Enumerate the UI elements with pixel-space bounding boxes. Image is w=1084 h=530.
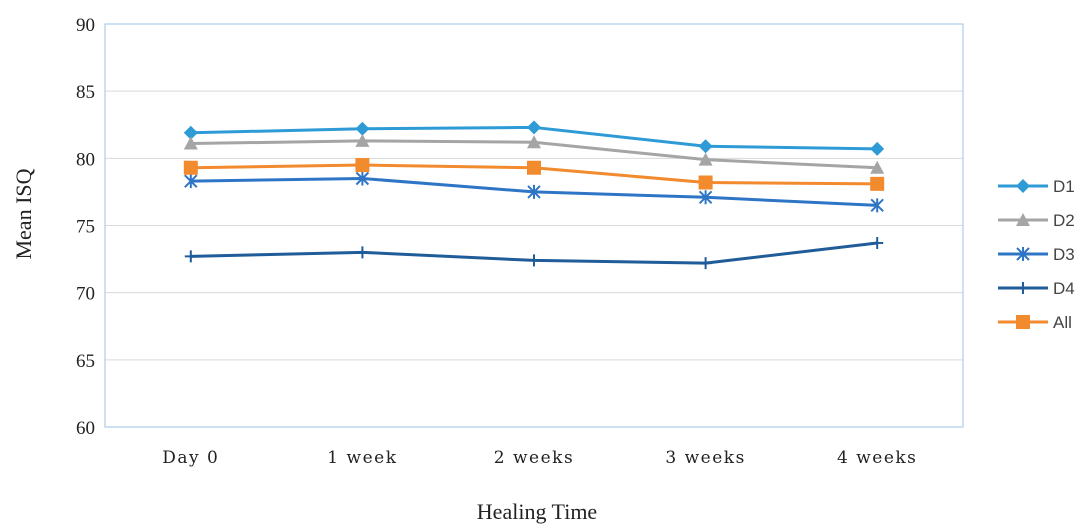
legend-label-d4: D4 bbox=[1053, 279, 1075, 298]
data-point-d4 bbox=[184, 250, 197, 263]
data-point-d3 bbox=[184, 174, 198, 189]
y-tick-label: 75 bbox=[76, 217, 95, 238]
y-tick-label: 90 bbox=[76, 15, 95, 36]
legend-label-d2: D2 bbox=[1053, 211, 1075, 230]
data-point-d3 bbox=[870, 198, 884, 213]
data-point-all bbox=[527, 160, 541, 175]
data-point-d1 bbox=[698, 139, 713, 154]
x-tick-label: 3 weeks bbox=[665, 448, 745, 468]
data-point-d1 bbox=[870, 141, 885, 156]
data-point-d3 bbox=[698, 190, 713, 205]
data-point-d4 bbox=[871, 236, 884, 249]
legend-marker-d4 bbox=[1017, 282, 1029, 294]
legend-marker-d1 bbox=[1016, 179, 1030, 193]
data-point-all bbox=[355, 158, 370, 173]
legend: D1 D2 D3 D4 All bbox=[998, 177, 1075, 332]
legend-label-all: All bbox=[1053, 313, 1072, 332]
x-tick-label: 2 weeks bbox=[494, 448, 574, 468]
gridlines bbox=[105, 23, 963, 428]
x-tick-labels: Day 0 1 week 2 weeks 3 weeks 4 weeks bbox=[162, 448, 917, 468]
x-tick-label: 1 week bbox=[327, 448, 397, 468]
legend-label-d3: D3 bbox=[1053, 245, 1075, 264]
data-point-d4 bbox=[356, 246, 369, 259]
data-point-d1 bbox=[355, 121, 370, 136]
data-point-d1 bbox=[527, 120, 541, 135]
x-axis-title: Healing Time bbox=[477, 499, 597, 524]
y-tick-labels: 60 65 70 75 80 85 90 bbox=[76, 15, 95, 439]
y-tick-label: 60 bbox=[76, 418, 95, 439]
legend-label-d1: D1 bbox=[1053, 177, 1075, 196]
legend-marker-d3 bbox=[1016, 247, 1030, 261]
data-point-d4 bbox=[699, 257, 712, 270]
legend-marker-d2 bbox=[1016, 213, 1030, 226]
data-point-d2 bbox=[183, 136, 198, 150]
plot-area-frame bbox=[104, 23, 964, 428]
y-tick-label: 65 bbox=[76, 351, 95, 372]
data-point-all bbox=[698, 175, 713, 190]
data-point-d4 bbox=[528, 254, 540, 267]
data-point-all bbox=[183, 160, 198, 175]
data-point-all bbox=[870, 176, 885, 191]
series-markers bbox=[183, 120, 885, 270]
data-point-d3 bbox=[527, 184, 541, 199]
x-tick-label: Day 0 bbox=[162, 448, 219, 468]
y-axis-title: Mean ISQ bbox=[11, 168, 36, 259]
data-point-d2 bbox=[527, 135, 541, 149]
data-point-d1 bbox=[183, 125, 198, 140]
data-point-d2 bbox=[870, 160, 885, 174]
y-tick-label: 80 bbox=[76, 149, 95, 170]
y-tick-label: 85 bbox=[76, 82, 95, 103]
legend-marker-all bbox=[1016, 315, 1030, 329]
y-tick-label: 70 bbox=[76, 284, 95, 305]
data-point-d3 bbox=[355, 171, 370, 186]
x-tick-label: 4 weeks bbox=[837, 448, 917, 468]
data-point-d2 bbox=[355, 133, 370, 147]
data-point-d2 bbox=[698, 152, 713, 166]
